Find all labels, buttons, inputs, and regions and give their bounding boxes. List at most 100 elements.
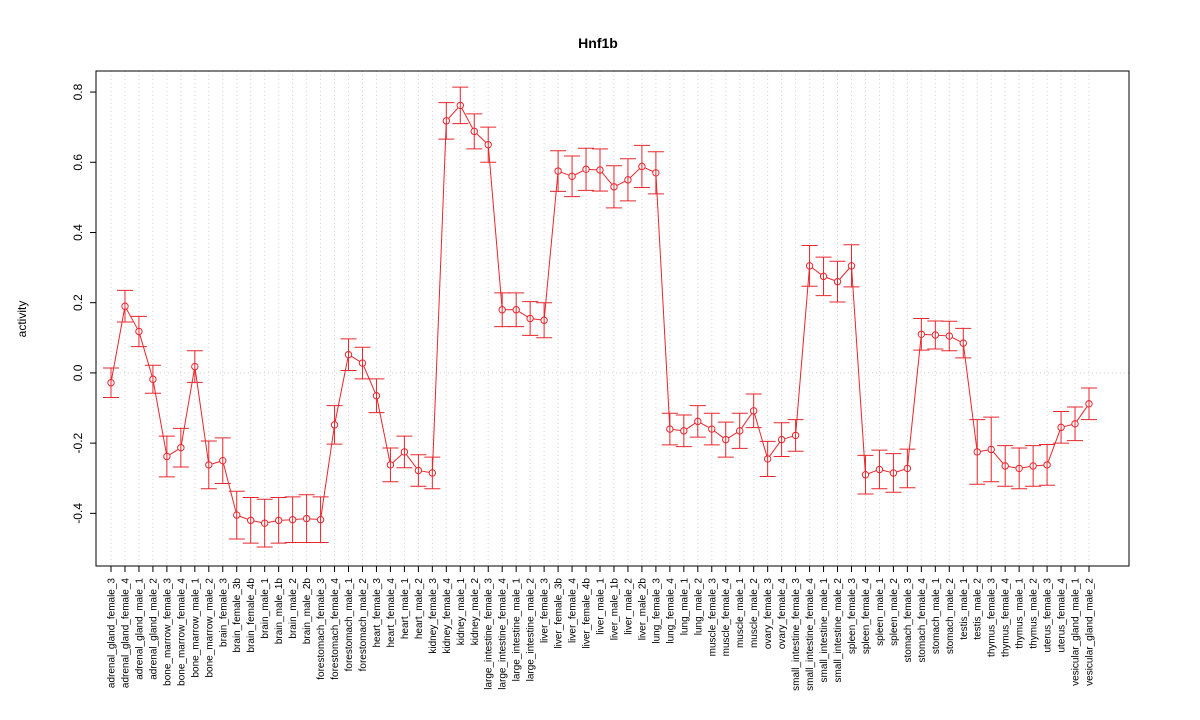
series-line-segment	[1008, 466, 1017, 469]
series-line-segment	[769, 441, 781, 457]
series-line-segment	[907, 337, 922, 466]
series-line-segment	[488, 147, 503, 307]
series-line-segment	[601, 172, 613, 185]
series-line-segment	[1076, 406, 1088, 422]
x-tick-label: muscle_male_1	[735, 578, 746, 648]
series-line-segment	[194, 369, 209, 462]
x-tick-label: brain_male_2	[288, 578, 299, 639]
data-point	[875, 465, 884, 474]
x-tick-label: testis_male_1	[959, 578, 970, 640]
x-tick-label: stomach_male_1	[931, 578, 942, 655]
data-point	[736, 427, 744, 435]
data-point	[763, 455, 772, 463]
x-tick-label: liver_female_3b	[554, 578, 565, 649]
data-point	[987, 445, 995, 454]
data-point	[470, 127, 478, 136]
series-line-segment	[139, 334, 153, 377]
x-tick-label: kidney_male_1	[456, 578, 467, 646]
y-tick-label: 0.2	[71, 294, 85, 311]
x-tick-label: bone_marrow_male_1	[190, 578, 201, 678]
data-point	[596, 166, 604, 174]
data-point	[330, 421, 339, 429]
data-point	[638, 162, 646, 171]
series-line-segment	[431, 124, 447, 470]
series-line-segment	[295, 518, 304, 520]
series-line-segment	[868, 470, 877, 475]
x-tick-label: spleen_female_3	[847, 578, 858, 655]
x-tick-label: muscle_female_4	[721, 578, 732, 657]
x-tick-label: small_intestine_male_1	[819, 578, 830, 683]
series-line-segment	[574, 170, 584, 176]
series-line-segment	[1064, 424, 1073, 428]
x-tick-label: lung_male_1	[679, 578, 690, 636]
series-line-segment	[882, 469, 891, 473]
series-line-segment	[334, 357, 349, 422]
data-point	[666, 425, 674, 433]
data-point	[484, 141, 492, 149]
data-point	[456, 101, 464, 110]
data-point	[205, 461, 213, 469]
series-line-segment	[253, 520, 262, 524]
data-point	[247, 516, 255, 525]
data-point	[652, 169, 660, 177]
series-line-segment	[363, 365, 376, 393]
y-tick-label: -0.2	[71, 432, 85, 453]
series-line-segment	[267, 520, 276, 524]
x-tick-label: large_intestine_male_2	[526, 578, 537, 682]
series-line-segment	[714, 430, 724, 439]
data-point	[708, 425, 716, 433]
x-tick-label: thymus_male_1	[1015, 578, 1026, 649]
data-point	[135, 327, 143, 336]
series-line-segment	[992, 451, 1004, 464]
x-tick-label: bone_marrow_male_2	[204, 578, 215, 678]
x-tick-label: liver_male_1b	[609, 578, 620, 641]
data-point	[177, 443, 185, 452]
series-line-segment	[421, 470, 430, 473]
data-point	[512, 306, 520, 314]
series-line-segment	[126, 308, 138, 329]
x-tick-label: liver_female_4b	[582, 578, 593, 649]
data-point	[959, 339, 967, 347]
x-tick-label: muscle_female_3	[707, 578, 718, 657]
data-point	[191, 362, 199, 371]
series-line-segment	[476, 133, 487, 143]
data-point	[582, 165, 590, 173]
y-tick-label: 0.8	[71, 83, 85, 100]
data-point	[917, 330, 926, 338]
series-line-segment	[543, 174, 559, 318]
data-point	[540, 316, 548, 324]
data-point	[163, 452, 171, 461]
x-tick-label: muscle_male_2	[749, 578, 760, 648]
chart-title: Hnf1b	[578, 35, 618, 51]
series-line-segment	[1047, 430, 1061, 463]
data-point	[805, 262, 814, 270]
x-tick-label: adrenal_gland_female_3	[107, 578, 118, 689]
data-point	[931, 331, 940, 339]
data-point	[316, 515, 325, 524]
series-line-segment	[533, 318, 542, 321]
data-point	[749, 407, 758, 415]
x-tick-label: adrenal_gland_male_1	[134, 578, 145, 680]
data-point	[1043, 461, 1051, 469]
series-line-segment	[392, 453, 403, 464]
data-point	[861, 471, 870, 479]
series-line-segment	[655, 175, 671, 426]
x-tick-label: large_intestine_female_4	[498, 578, 509, 690]
x-tick-label: uterus_female_3	[1043, 578, 1054, 653]
series-line-segment	[980, 449, 989, 452]
data-point	[428, 469, 437, 477]
x-tick-label: heart_female_3	[372, 578, 383, 648]
data-point	[694, 417, 702, 426]
x-tick-label: forestomach_male_1	[344, 578, 355, 672]
data-point	[903, 464, 912, 473]
y-tick-label: -0.4	[71, 503, 85, 524]
data-point	[1029, 462, 1037, 470]
series-line-segment	[811, 267, 822, 275]
series-line-segment	[560, 171, 570, 176]
y-tick-label: 0.0	[71, 364, 85, 381]
plot-frame	[95, 70, 1130, 567]
data-point	[568, 172, 576, 181]
x-tick-label: kidney_female_4	[442, 578, 453, 654]
x-tick-label: stomach_male_2	[945, 578, 956, 655]
